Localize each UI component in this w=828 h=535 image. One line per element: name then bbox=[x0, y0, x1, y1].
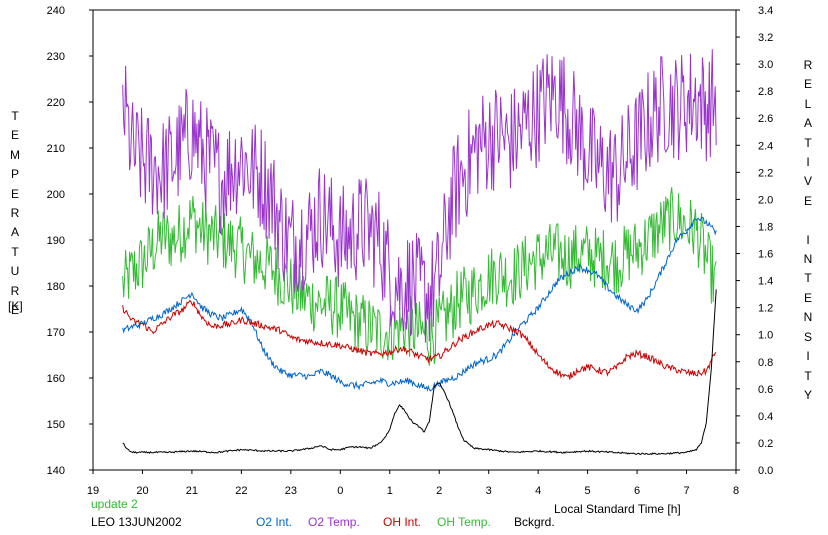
right-tick-label: 0.8 bbox=[758, 357, 773, 369]
series-line-bckgrd bbox=[122, 289, 717, 456]
right-tick-label: 2.8 bbox=[758, 86, 773, 98]
legend-bckgrd: Bckgrd. bbox=[514, 515, 555, 529]
axis-label-letter: U bbox=[10, 264, 20, 279]
right-tick-label: 1.8 bbox=[758, 221, 773, 233]
axis-label-letter: Y bbox=[803, 387, 812, 402]
x-tick-label: 5 bbox=[585, 485, 591, 497]
x-tick-label: 22 bbox=[235, 485, 247, 497]
left-tick-label: 220 bbox=[47, 97, 65, 109]
right-tick-label: 3.0 bbox=[758, 59, 773, 71]
x-tick-label: 8 bbox=[733, 485, 739, 497]
legend-oh-temp: OH Temp. bbox=[437, 515, 491, 529]
left-tick-label: 150 bbox=[47, 419, 65, 431]
axis-label-letter: E bbox=[10, 128, 19, 143]
legend-o2-int: O2 Int. bbox=[256, 515, 293, 529]
x-tick-label: 3 bbox=[486, 485, 492, 497]
axis-label-letter: I bbox=[806, 349, 810, 364]
axis-label-letter: R bbox=[10, 283, 20, 298]
axis-label-letter: S bbox=[803, 329, 812, 344]
right-tick-label: 2.0 bbox=[758, 194, 773, 206]
right-tick-label: 0.6 bbox=[758, 384, 773, 396]
left-tick-label: 190 bbox=[47, 235, 65, 247]
axis-label-letter: R bbox=[10, 206, 20, 221]
series-line-oh-int bbox=[122, 299, 717, 380]
left-axis: 140 150 160 170 180 190 200 210 220 230 240 bbox=[47, 5, 93, 477]
axis-label-letter: I bbox=[806, 232, 810, 247]
x-tick-label: 0 bbox=[337, 485, 343, 497]
series-layer bbox=[122, 49, 717, 456]
right-tick-label: 0.2 bbox=[758, 438, 773, 450]
axis-label-letter: T bbox=[804, 135, 812, 150]
left-tick-label: 170 bbox=[47, 327, 65, 339]
right-tick-label: 0.0 bbox=[758, 465, 773, 477]
left-tick-label: 210 bbox=[47, 143, 65, 155]
x-tick-label: 7 bbox=[683, 485, 689, 497]
left-tick-label: 160 bbox=[47, 373, 65, 385]
axis-label-letter: R bbox=[803, 58, 813, 72]
axis-label-letter: T bbox=[804, 271, 812, 286]
series-line-o2-temp bbox=[122, 49, 717, 343]
x-tick-label: 23 bbox=[285, 485, 297, 497]
right-tick-label: 2.2 bbox=[758, 167, 773, 179]
axis-label-letter: E bbox=[10, 186, 19, 201]
series-line-oh-temp bbox=[122, 187, 717, 366]
axis-label-letter bbox=[798, 211, 818, 230]
update-label: update 2 bbox=[91, 497, 138, 511]
x-axis-label: Local Standard Time [h] bbox=[554, 502, 681, 516]
right-tick-label: 0.4 bbox=[758, 411, 773, 423]
axis-label-letter: T bbox=[11, 109, 19, 123]
axis-label-letter: V bbox=[803, 174, 812, 189]
x-tick-label: 21 bbox=[186, 485, 198, 497]
legend-oh-int: OH Int. bbox=[383, 515, 422, 529]
left-tick-label: 200 bbox=[47, 189, 65, 201]
axis-label-letter: I bbox=[806, 155, 810, 170]
left-tick-label: 180 bbox=[47, 281, 65, 293]
x-tick-label: 6 bbox=[634, 485, 640, 497]
series-line-o2-int bbox=[122, 216, 717, 392]
axis-label-letter: E bbox=[803, 290, 812, 305]
right-tick-label: 3.4 bbox=[758, 5, 773, 17]
right-tick-label: 1.0 bbox=[758, 330, 773, 342]
left-tick-label: 230 bbox=[47, 51, 65, 63]
axis-label-letter: E bbox=[803, 193, 812, 208]
axis-label-letter: P bbox=[10, 167, 19, 182]
axis-label-letter: T bbox=[804, 368, 812, 383]
right-tick-label: 1.2 bbox=[758, 303, 773, 315]
right-tick-label: 1.4 bbox=[758, 276, 773, 288]
axis-label-letter: E bbox=[10, 303, 19, 318]
axis-label-letter: L bbox=[804, 96, 812, 111]
axis-label-letter: T bbox=[11, 244, 19, 259]
axis-label-letter: A bbox=[803, 116, 812, 131]
x-tick-label: 1 bbox=[387, 485, 393, 497]
legend-o2-temp: O2 Temp. bbox=[308, 515, 360, 529]
x-tick-label: 4 bbox=[535, 485, 541, 497]
left-tick-label: 140 bbox=[47, 465, 65, 477]
left-axis-unit: [K] bbox=[8, 299, 23, 313]
left-tick-label: 240 bbox=[47, 5, 65, 17]
axis-label-letter: M bbox=[10, 147, 20, 162]
right-tick-label: 1.6 bbox=[758, 249, 773, 261]
x-tick-label: 2 bbox=[436, 485, 442, 497]
axis-label-letter: A bbox=[10, 225, 19, 240]
right-axis: 0.0 0.2 0.4 0.6 0.8 1.0 1.2 1.4 1.6 1.8 2.0 2.2 2.4 2… bbox=[736, 5, 773, 477]
x-tick-label: 19 bbox=[87, 485, 99, 497]
axis-label-letter: N bbox=[803, 252, 813, 267]
x-tick-label: 20 bbox=[136, 485, 148, 497]
right-tick-label: 2.6 bbox=[758, 113, 773, 125]
right-tick-label: 3.2 bbox=[758, 32, 773, 44]
x-axis: 19 20 21 22 23 0 1 2 3 4 5 6 7 8 bbox=[87, 470, 739, 497]
axis-label-letter: E bbox=[803, 77, 812, 92]
axis-label-letter: N bbox=[803, 310, 813, 325]
right-tick-label: 2.4 bbox=[758, 140, 773, 152]
station-date-label: LEO 13JUN2002 bbox=[91, 515, 182, 529]
